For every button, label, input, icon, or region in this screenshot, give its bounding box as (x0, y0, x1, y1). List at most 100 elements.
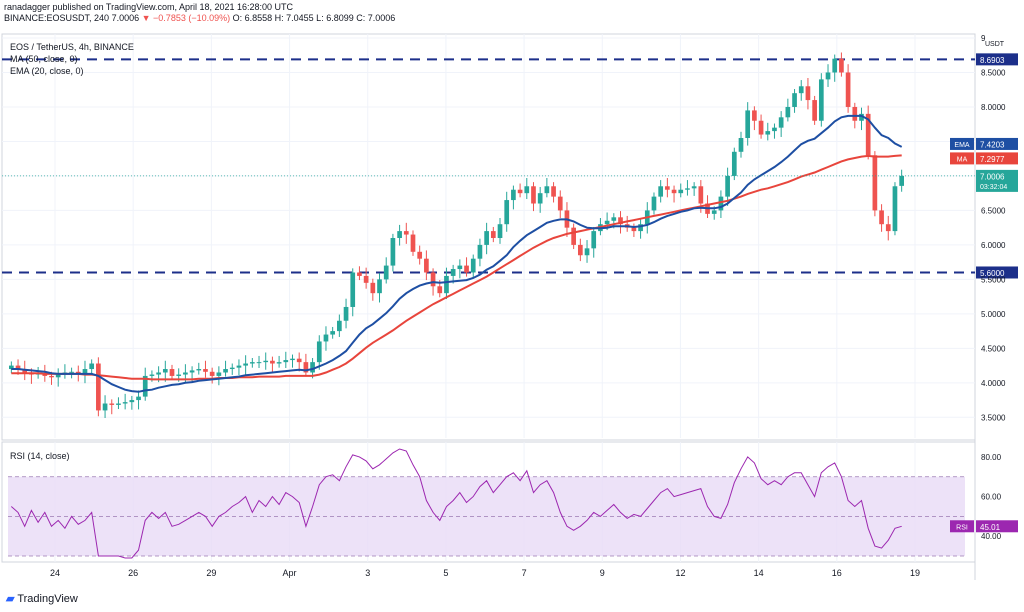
time-tick-label: 5 (443, 568, 448, 578)
candle-body (571, 227, 576, 245)
tradingview-logo[interactable]: ▰ TradingView (6, 592, 78, 605)
candle-body (718, 196, 724, 211)
candle-body (524, 186, 530, 194)
candle-body (256, 362, 262, 364)
candle-body (189, 370, 195, 373)
ohlc-values: O: 6.8558 H: 7.0455 L: 6.8099 C: 7.0006 (232, 13, 396, 23)
candle-body (457, 265, 463, 270)
level-tag (976, 266, 1018, 279)
ema20-line (11, 114, 903, 393)
candle-body (531, 186, 536, 204)
time-tick-label: 9 (600, 568, 605, 578)
ma-badge-label: MA (957, 156, 968, 163)
candle-body (504, 200, 510, 225)
tradingview-logo-icon: ▰ (6, 593, 15, 605)
rsi-value-tag (976, 520, 1018, 533)
candle-body (798, 86, 804, 94)
countdown-label: 03:32:04 (980, 184, 1007, 191)
candle-body (691, 186, 697, 189)
candle-body (731, 151, 737, 176)
candle-body (611, 217, 617, 221)
candle-body (430, 272, 436, 287)
candle-body (671, 189, 677, 194)
candle-body (270, 360, 275, 364)
time-tick-label: 26 (128, 568, 138, 578)
price-tick-label: 6.0000 (981, 241, 1006, 250)
level-tag-label: 8.6903 (980, 56, 1005, 65)
candle-body (323, 334, 329, 342)
candle-body (109, 403, 115, 405)
candle-body (437, 286, 443, 294)
time-tick-label: 16 (832, 568, 842, 578)
candle-body (711, 210, 717, 214)
candle-body (872, 155, 878, 211)
candle-body (832, 58, 838, 73)
time-tick-label: Apr (283, 568, 297, 578)
tradingview-logo-label: TradingView (17, 593, 78, 605)
candle-body (102, 403, 108, 411)
candle-body (464, 265, 469, 273)
price-tick-label: 9 (981, 34, 986, 43)
candle-body (490, 231, 496, 238)
price-tick-label: 5.5000 (981, 275, 1006, 284)
candle-body (577, 244, 583, 256)
candle-body (698, 186, 704, 204)
legend-ema: EMA (20, close, 0) (10, 66, 84, 76)
candle-body (825, 72, 831, 80)
candle-body (310, 362, 315, 373)
time-tick-label: 7 (522, 568, 527, 578)
candle-body (276, 362, 282, 364)
candle-body (149, 374, 155, 376)
candle-body (725, 175, 730, 197)
price-change: −0.7853 (−10.09%) (153, 13, 231, 23)
symbol-line: BINANCE:EOSUSDT, 240 7.0006 ▼ −0.7853 (−… (4, 13, 395, 23)
price-tick-label: 8.0000 (981, 103, 1006, 112)
candle-body (604, 220, 610, 225)
candle-body (196, 369, 202, 371)
candle-body (557, 196, 563, 211)
last-price-tag (976, 169, 1018, 192)
last-price: 7.0006 (111, 13, 140, 23)
candle-body (49, 375, 54, 378)
candle-body (678, 189, 684, 194)
candle-body (243, 363, 248, 366)
candle-body (116, 403, 121, 405)
candle-body (497, 224, 503, 238)
candle-body (296, 358, 302, 363)
ema-value-tag (976, 137, 1018, 150)
candle-body (370, 282, 376, 294)
candle-body (444, 275, 449, 294)
price-tick-label: 5.0000 (981, 310, 1006, 319)
legend-title: EOS / TetherUS, 4h, BINANCE (10, 42, 134, 52)
candle-body (249, 362, 255, 364)
candle-body (899, 175, 904, 186)
candle-body (357, 272, 362, 276)
unit-label: USDT (985, 41, 1005, 48)
candle-body (303, 362, 309, 373)
candle-body (484, 231, 489, 245)
candle-body (122, 402, 128, 404)
candle-body (417, 251, 423, 259)
candle-body (859, 113, 864, 121)
ema-badge-label: EMA (954, 142, 970, 149)
candle-body (665, 186, 670, 190)
candle-body (236, 365, 242, 368)
candle-body (316, 341, 322, 363)
price-tick-label: 8.5000 (981, 68, 1006, 77)
candle-body (879, 210, 884, 225)
candle-body (892, 186, 898, 232)
candle-body (685, 188, 690, 190)
candle-body (812, 100, 817, 121)
candle-body (403, 231, 409, 235)
ema-badge (950, 137, 974, 150)
time-tick-label: 19 (910, 568, 920, 578)
candle-body (55, 374, 61, 378)
candle-body (15, 365, 21, 370)
candle-body (839, 58, 844, 73)
ma50-line (11, 154, 902, 381)
rsi-line (10, 448, 902, 559)
candle-body (136, 396, 141, 401)
candle-body (470, 258, 476, 273)
candle-body (69, 371, 74, 373)
